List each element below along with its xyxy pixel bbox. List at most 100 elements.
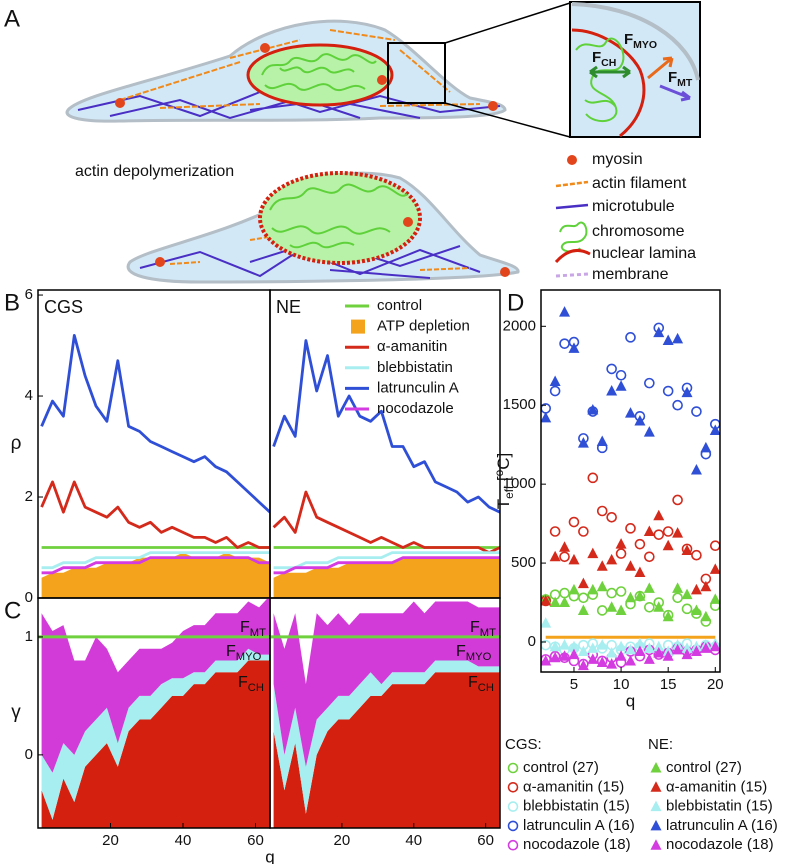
inset-membrane <box>571 2 700 81</box>
legend-label: α-amanitin <box>377 338 447 355</box>
marker <box>653 509 665 521</box>
marker <box>672 399 683 411</box>
marker <box>700 610 712 622</box>
legend-label: control (27) <box>666 759 742 776</box>
inset-lamina <box>571 28 646 138</box>
marker <box>577 577 589 589</box>
legend-icon <box>567 155 577 165</box>
marker <box>615 380 627 391</box>
legend-marker <box>507 839 519 851</box>
inset-chromosome <box>575 37 625 123</box>
stacked-area <box>41 660 270 828</box>
force-label-part: CH <box>601 57 616 69</box>
marker <box>596 639 608 650</box>
marker <box>541 594 552 606</box>
marker <box>643 642 655 653</box>
marker <box>541 411 552 423</box>
legend-marker <box>507 801 519 812</box>
arrow <box>589 65 631 79</box>
marker <box>634 645 646 656</box>
marker <box>653 601 665 612</box>
force-label: FMT <box>668 69 693 89</box>
marker <box>549 385 561 397</box>
line <box>40 480 270 549</box>
legend-marker <box>507 762 519 774</box>
force-label-part: MT <box>677 77 693 89</box>
marker <box>587 642 599 653</box>
series-label-part: MYO <box>466 651 492 663</box>
marker <box>625 654 636 666</box>
marker <box>709 640 720 652</box>
stacked-area <box>273 672 500 828</box>
x-tick-label: 20 <box>334 832 351 849</box>
marker <box>596 560 608 571</box>
legend-marker <box>650 781 662 792</box>
marker <box>606 658 618 669</box>
panel-label: A <box>4 5 20 32</box>
marker <box>596 605 608 616</box>
marker <box>577 437 589 448</box>
marker <box>587 653 599 664</box>
marker <box>615 538 627 549</box>
myosin <box>155 257 165 267</box>
legend-label: latrunculin A (16) <box>523 817 635 834</box>
legend-label: blebbistatin (15) <box>666 798 773 815</box>
line <box>41 556 270 575</box>
marker <box>559 541 571 552</box>
legend-header: NE: <box>648 736 673 753</box>
force-label: FMYO <box>624 31 657 51</box>
y-axis-label-part: eff <box>502 485 516 499</box>
y-tick-label: 0 <box>25 746 33 763</box>
legend-marker <box>650 819 662 831</box>
marker <box>644 601 655 613</box>
chromosome <box>261 53 377 92</box>
arrow <box>659 84 691 102</box>
marker <box>634 637 646 649</box>
legend-label: α-amanitin (15) <box>523 778 624 795</box>
x-tick-label: 15 <box>660 676 677 693</box>
series-label: FMT <box>240 619 266 639</box>
legend-label: ATP depletion <box>377 318 470 335</box>
legend-label: latrunculin A (16) <box>666 817 778 834</box>
marker <box>606 363 617 375</box>
marker <box>568 648 580 660</box>
marker <box>672 643 684 655</box>
marker <box>653 529 665 540</box>
marker <box>549 651 561 663</box>
caption: actin depolymerization <box>75 163 234 180</box>
marker <box>672 527 684 538</box>
y-axis-label: γ <box>11 702 21 723</box>
marker <box>549 550 561 562</box>
marker <box>587 583 599 595</box>
marker <box>662 385 674 397</box>
legend-marker <box>650 762 662 773</box>
marker <box>587 547 599 559</box>
x-tick-label: 10 <box>613 676 630 693</box>
area <box>273 557 500 598</box>
y-tick-label: 4 <box>25 387 33 404</box>
marker <box>606 553 618 565</box>
marker <box>596 656 608 668</box>
marker <box>700 580 712 592</box>
line <box>273 556 500 575</box>
marker <box>672 592 683 604</box>
legend-marker <box>507 781 519 793</box>
legend-icon <box>559 221 588 253</box>
series-label-part: MYO <box>236 651 262 663</box>
cell-diagram: actin depolymerization <box>65 1 701 284</box>
marker <box>625 591 636 603</box>
series-label-part: F <box>468 674 478 691</box>
series-label: FMYO <box>226 643 262 663</box>
legend-label: control <box>377 297 422 314</box>
x-tick-label: 40 <box>405 832 422 849</box>
marker <box>672 582 684 593</box>
marker <box>559 596 571 608</box>
zoom-line <box>444 2 571 138</box>
marker <box>578 592 589 604</box>
marker <box>681 588 693 600</box>
series-label: FMT <box>470 619 496 639</box>
x-tick-label: 60 <box>477 832 494 849</box>
legend-label: α-amanitin (15) <box>666 778 767 795</box>
stacked-area <box>273 601 500 767</box>
